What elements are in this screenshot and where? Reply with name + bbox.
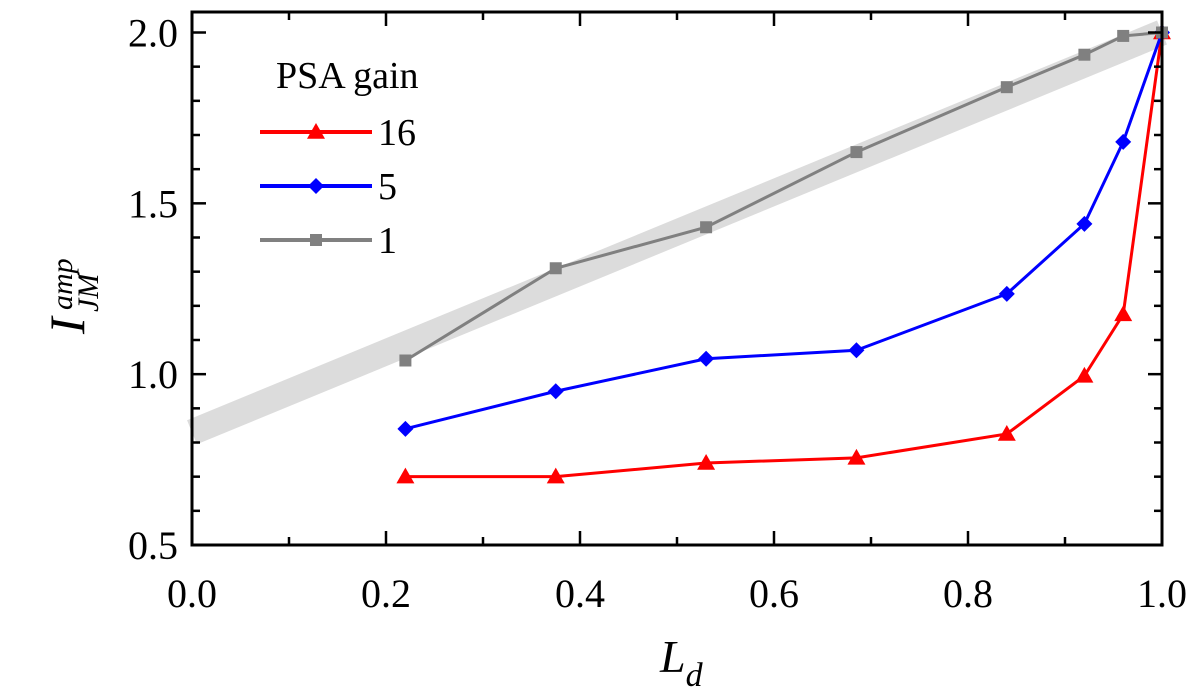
data-point-16-1 bbox=[546, 467, 565, 484]
x-axis-label: Ld bbox=[659, 631, 704, 690]
data-point-16-2 bbox=[697, 454, 716, 470]
data-point-5-4 bbox=[998, 285, 1015, 302]
data-point-16-0 bbox=[396, 467, 415, 484]
axes-layer: 0.0 0.2 0.4 0.6 0.8 1.0 0.5 1.0 1.5 2.0 bbox=[128, 10, 1187, 616]
series-5 bbox=[397, 24, 1170, 437]
y-tick-label: 1.0 bbox=[128, 352, 178, 397]
data-point-1-2 bbox=[700, 221, 713, 234]
x-tick-label: 1.0 bbox=[1137, 571, 1187, 616]
data-point-5-5 bbox=[1076, 215, 1093, 232]
data-point-5-6 bbox=[1115, 133, 1132, 150]
legend-item-5: 5 bbox=[260, 166, 397, 208]
legend-item-1: 1 bbox=[260, 220, 397, 262]
data-point-1-6 bbox=[1117, 29, 1130, 42]
legend: PSA gain 16 5 1 bbox=[260, 55, 419, 262]
y-axis-label-superscript: amp bbox=[46, 258, 79, 310]
data-point-16-4 bbox=[997, 424, 1016, 441]
data-point-1-3 bbox=[850, 146, 863, 159]
x-axis-label-main: L bbox=[659, 631, 686, 682]
x-tick-label: 0.0 bbox=[167, 571, 217, 616]
legend-label-16: 16 bbox=[378, 112, 416, 154]
data-point-1-1 bbox=[549, 262, 562, 275]
y-tick-label: 0.5 bbox=[128, 523, 178, 568]
y-axis-label-subscript: JM bbox=[72, 272, 105, 312]
reference-band bbox=[187, 20, 1167, 445]
series-layer bbox=[396, 23, 1171, 484]
series-1 bbox=[399, 26, 1168, 367]
data-point-5-1 bbox=[547, 383, 564, 400]
y-tick-label: 2.0 bbox=[128, 11, 178, 56]
data-point-5-3 bbox=[848, 342, 865, 359]
x-axis-label-subscript: d bbox=[686, 657, 704, 690]
reference-band-layer bbox=[187, 20, 1167, 445]
series-line-1 bbox=[404, 31, 1163, 362]
y-axis-label-main: I bbox=[39, 315, 95, 335]
y-axis-label: I amp JM bbox=[39, 258, 105, 335]
data-point-1-5 bbox=[1078, 48, 1091, 61]
data-point-1-0 bbox=[399, 354, 412, 367]
series-line-16 bbox=[405, 32, 1164, 479]
x-tick-label: 0.8 bbox=[943, 571, 993, 616]
data-point-16-5 bbox=[1075, 366, 1094, 383]
y-tick-label: 1.5 bbox=[128, 181, 178, 226]
legend-label-5: 5 bbox=[378, 166, 397, 208]
legend-label-1: 1 bbox=[378, 220, 397, 262]
legend-title: PSA gain bbox=[276, 55, 419, 97]
data-point-16-3 bbox=[847, 448, 866, 465]
data-point-1-4 bbox=[1000, 81, 1013, 94]
series-16 bbox=[396, 23, 1171, 484]
x-tick-label: 0.2 bbox=[361, 571, 411, 616]
legend-swatch-marker-16 bbox=[307, 123, 325, 139]
data-point-5-2 bbox=[698, 350, 715, 367]
data-point-5-0 bbox=[397, 420, 414, 437]
legend-item-16: 16 bbox=[260, 112, 416, 154]
x-tick-label: 0.6 bbox=[749, 571, 799, 616]
legend-swatch-marker-5 bbox=[308, 178, 324, 194]
legend-swatch-marker-1 bbox=[310, 234, 322, 246]
x-tick-label: 0.4 bbox=[555, 571, 605, 616]
data-point-16-6 bbox=[1114, 305, 1133, 322]
series-line-5 bbox=[405, 31, 1164, 431]
